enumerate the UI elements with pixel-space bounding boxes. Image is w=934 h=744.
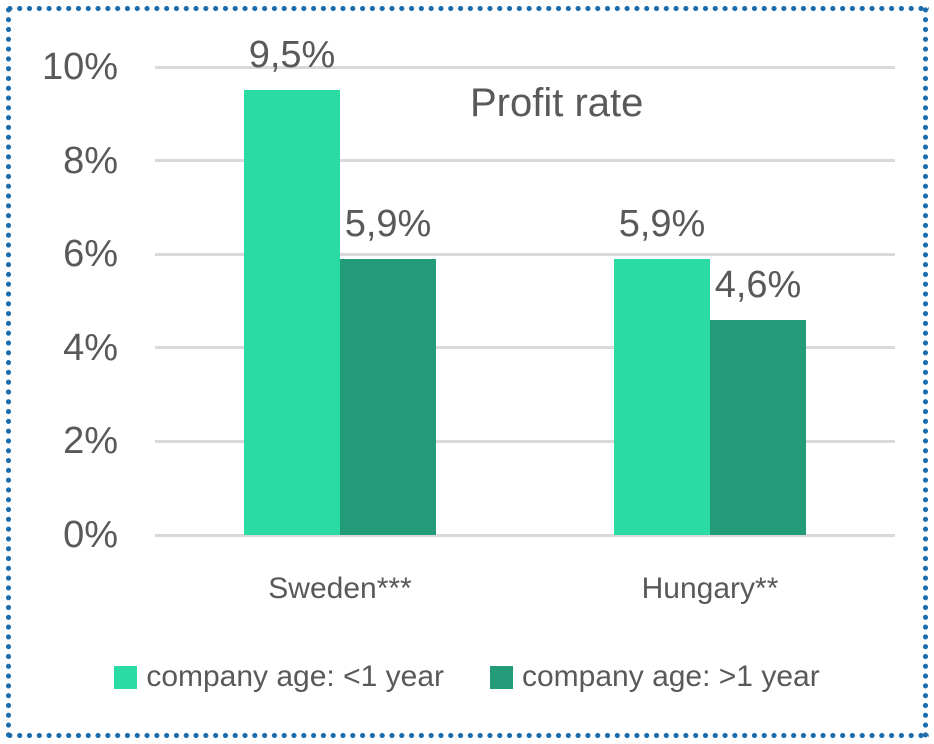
legend-item: company age: >1 year [490, 662, 820, 692]
gridline [155, 252, 895, 256]
y-axis-tick-label: 2% [63, 420, 118, 463]
bar [710, 319, 806, 535]
legend-item: company age: <1 year [114, 662, 444, 692]
plot-area: 9,5% 5,9% 5,9% 4,6% [155, 36, 895, 537]
chart-title: Profit rate [470, 81, 644, 125]
gridline [155, 439, 895, 443]
legend-swatch [490, 665, 513, 689]
bar-data-label: 5,9% [618, 202, 706, 245]
bar-data-label: 5,9% [344, 202, 432, 245]
y-axis: 10% 8% 6% 4% 2% 0% [0, 48, 118, 554]
gridline [155, 533, 895, 537]
x-axis-category-label: Sweden*** [268, 572, 412, 605]
bar [340, 258, 436, 535]
legend-swatch [114, 665, 138, 689]
dotted-border-right [922, 5, 929, 739]
bar [614, 258, 710, 535]
gridline [155, 65, 895, 69]
bar [244, 90, 340, 535]
x-axis-category-label: Hungary** [641, 572, 779, 605]
legend-label: company age: >1 year [522, 660, 820, 693]
bar-data-label: 4,6% [714, 263, 802, 306]
bar-data-label: 9,5% [248, 34, 336, 77]
legend-label: company age: <1 year [146, 660, 444, 693]
y-axis-tick-label: 6% [63, 233, 118, 276]
dotted-border-bottom [5, 732, 929, 739]
y-axis-tick-label: 8% [63, 139, 118, 182]
dotted-border-top [5, 5, 929, 12]
gridline [155, 159, 895, 163]
y-axis-tick-label: 10% [41, 46, 118, 88]
y-axis-tick-label: 4% [63, 326, 118, 369]
gridline [155, 346, 895, 350]
x-axis: Sweden*** Hungary** [155, 565, 895, 605]
legend: company age: <1 year company age: >1 year [0, 656, 934, 698]
y-axis-tick-label: 0% [63, 514, 118, 556]
